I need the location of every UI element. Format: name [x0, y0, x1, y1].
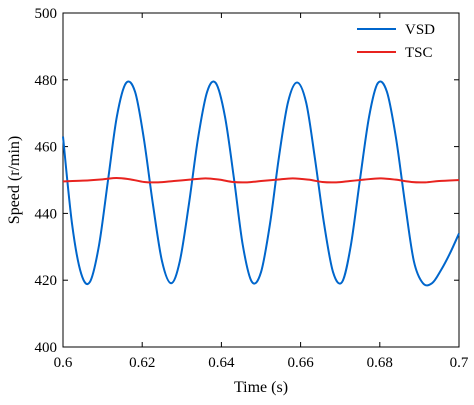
- y-tick-label: 440: [35, 206, 58, 222]
- x-tick-label: 0.7: [450, 355, 469, 371]
- series-layer: [62, 80, 460, 287]
- y-tick-label: 400: [35, 340, 58, 356]
- x-tick-label: 0.64: [208, 355, 235, 371]
- x-axis-ticks: 0.6 0.62 0.64 0.66 0.68 0.7: [54, 13, 469, 371]
- legend-label-vsd: VSD: [405, 22, 435, 38]
- x-tick-label: 0.6: [54, 355, 73, 371]
- y-tick-label: 460: [35, 140, 58, 156]
- series-line-tsc: [62, 176, 460, 184]
- y-tick-label: 480: [35, 73, 58, 89]
- legend-label-tsc: TSC: [405, 45, 433, 61]
- x-tick-label: 0.62: [129, 355, 155, 371]
- y-axis-ticks: 400 420 440 460 480 500: [35, 6, 459, 356]
- series-line-vsd: [62, 80, 460, 287]
- x-axis-label: Time (s): [234, 379, 288, 396]
- x-tick-label: 0.68: [367, 355, 393, 371]
- x-tick-label: 0.66: [287, 355, 314, 371]
- legend: VSD TSC: [357, 22, 435, 61]
- y-tick-label: 500: [35, 6, 58, 22]
- y-tick-label: 420: [35, 273, 58, 289]
- y-axis-label: Speed (r/min): [6, 136, 23, 224]
